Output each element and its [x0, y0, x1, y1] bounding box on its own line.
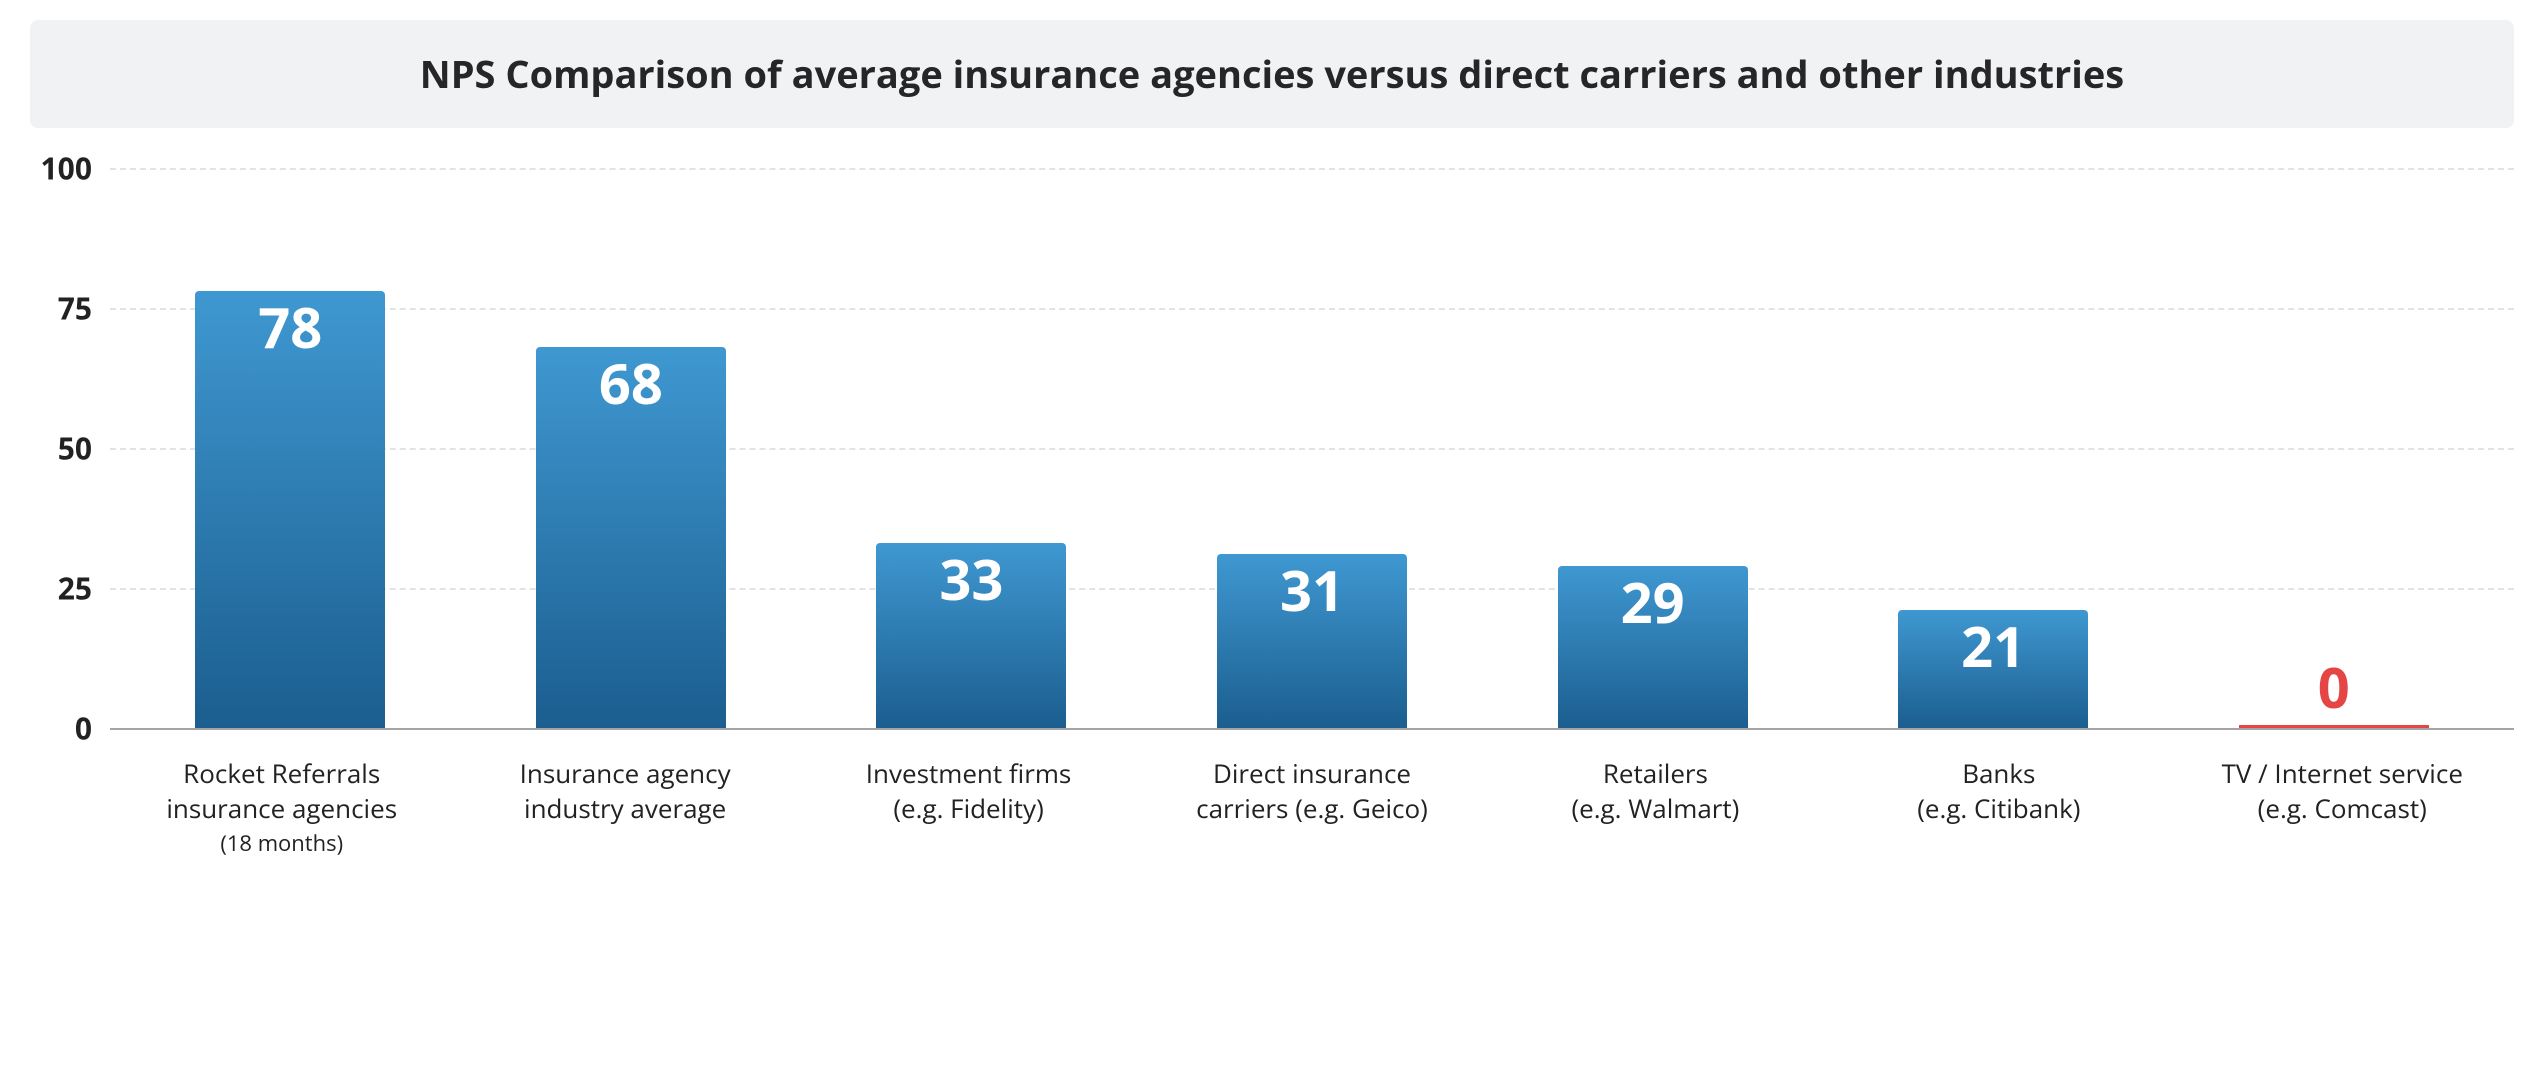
nps-bar-chart: NPS Comparison of average insurance agen…: [30, 20, 2514, 858]
x-axis-label: Insurance agencyindustry average: [453, 756, 796, 858]
x-axis-label-main: Direct insurancecarriers (e.g. Geico): [1148, 756, 1475, 826]
x-axis-labels: Rocket Referralsinsurance agencies(18 mo…: [30, 756, 2514, 858]
y-tick-label: 75: [58, 288, 92, 329]
bar-slot: 0: [2163, 168, 2504, 728]
x-axis-label: Rocket Referralsinsurance agencies(18 mo…: [110, 756, 453, 858]
x-axis-label: Banks(e.g. Citibank): [1827, 756, 2170, 858]
bar-slot: 31: [1142, 168, 1483, 728]
plot-area: 0255075100 7868333129210: [30, 168, 2514, 728]
chart-title-box: NPS Comparison of average insurance agen…: [30, 20, 2514, 128]
y-tick-label: 25: [58, 568, 92, 609]
bar: 33: [876, 543, 1066, 728]
chart-title: NPS Comparison of average insurance agen…: [50, 48, 2494, 100]
bar-slot: 68: [461, 168, 802, 728]
x-axis-label-main: Insurance agencyindustry average: [461, 756, 788, 826]
bar: 78: [195, 291, 385, 728]
bar: 31: [1217, 554, 1407, 728]
bar-value: 33: [939, 543, 1003, 607]
baseline: [110, 728, 2514, 730]
x-axis-label-main: TV / Internet service(e.g. Comcast): [2179, 756, 2506, 826]
y-tick-label: 0: [75, 708, 92, 749]
bar: 29: [1558, 566, 1748, 728]
x-axis-label: Direct insurancecarriers (e.g. Geico): [1140, 756, 1483, 858]
y-tick-label: 50: [58, 428, 92, 469]
x-axis-label: Investment firms(e.g. Fidelity): [797, 756, 1140, 858]
bar-value: 29: [1621, 566, 1685, 630]
x-axis-label: TV / Internet service(e.g. Comcast): [2171, 756, 2514, 858]
bar-slot: 21: [1823, 168, 2164, 728]
bar-slot: 33: [801, 168, 1142, 728]
bar-value: 68: [599, 347, 663, 411]
x-axis-label: Retailers(e.g. Walmart): [1484, 756, 1827, 858]
bar-value: 0: [2318, 659, 2350, 715]
x-axis-label-main: Retailers(e.g. Walmart): [1492, 756, 1819, 826]
bars-row: 78 68 33 31 29 21 0: [110, 168, 2514, 728]
bar-value: 78: [258, 291, 322, 355]
x-axis-label-main: Rocket Referralsinsurance agencies: [118, 756, 445, 826]
x-axis-label-main: Investment firms(e.g. Fidelity): [805, 756, 1132, 826]
x-axis-label-sub: (18 months): [118, 828, 445, 858]
bar: 68: [536, 347, 726, 728]
bar-slot: 78: [120, 168, 461, 728]
x-axis-label-main: Banks(e.g. Citibank): [1835, 756, 2162, 826]
bar: [2239, 725, 2429, 728]
bar-value: 31: [1280, 554, 1344, 618]
y-axis: 0255075100: [30, 168, 110, 728]
bar-value: 21: [1961, 610, 2025, 674]
y-tick-label: 100: [41, 148, 92, 189]
bar-slot: 29: [1482, 168, 1823, 728]
bar: 21: [1898, 610, 2088, 728]
